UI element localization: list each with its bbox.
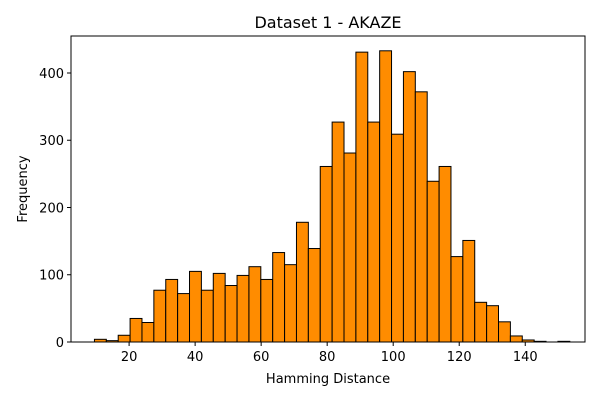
- y-tick-label: 0: [56, 336, 64, 351]
- x-tick-label: 60: [253, 350, 270, 365]
- y-ticks-group: 0 100 200 300 400: [39, 67, 71, 351]
- histogram-bar: [391, 133, 404, 343]
- histogram-bar: [319, 165, 333, 343]
- y-tick-label: 300: [39, 134, 64, 149]
- y-axis-label: Frequency: [16, 155, 31, 222]
- histogram-bar: [141, 322, 155, 343]
- histogram-bar: [189, 270, 202, 343]
- histogram-bar: [486, 305, 499, 343]
- y-tick-label: 100: [39, 269, 64, 284]
- histogram-bar: [117, 334, 131, 343]
- histogram-bar: [426, 180, 440, 343]
- x-tick-label: 20: [121, 350, 138, 365]
- histogram-bar: [414, 91, 428, 343]
- x-tick-label: 100: [381, 350, 406, 365]
- y-tick-label: 400: [39, 67, 64, 82]
- histogram-bar: [355, 51, 369, 343]
- y-tick-label: 200: [39, 201, 64, 216]
- histogram-bar: [367, 121, 381, 343]
- histogram-bar: [438, 165, 452, 343]
- chart-title: Dataset 1 - AKAZE: [254, 13, 401, 32]
- histogram-bar: [224, 285, 238, 343]
- histogram-bar: [402, 71, 416, 343]
- histogram-bar: [379, 50, 393, 343]
- x-tick-label: 40: [187, 350, 204, 365]
- histogram-bar: [450, 256, 464, 343]
- histogram-bar: [212, 272, 226, 343]
- histogram-bar: [260, 278, 274, 343]
- histogram-bar: [165, 278, 179, 343]
- histogram-bar: [284, 264, 297, 343]
- histogram-bar: [331, 121, 345, 343]
- x-tick-label: 120: [447, 350, 472, 365]
- histogram-bar: [474, 301, 488, 343]
- histogram-bar: [248, 266, 262, 343]
- histogram-bar: [177, 293, 191, 343]
- histogram-bar: [343, 152, 357, 343]
- histogram-bar: [153, 289, 167, 343]
- histogram-bar: [129, 317, 143, 343]
- histogram-bar: [462, 239, 476, 343]
- histogram-bar: [498, 321, 511, 343]
- histogram-bar: [295, 221, 309, 343]
- plot-frame: [70, 35, 586, 343]
- histogram-bar: [307, 248, 321, 343]
- bars-group: [93, 50, 571, 343]
- x-tick-label: 140: [513, 350, 538, 365]
- histogram-bar: [200, 289, 214, 343]
- histogram-bar: [236, 274, 250, 343]
- x-tick-label: 80: [319, 350, 336, 365]
- x-axis-label: Hamming Distance: [266, 372, 390, 387]
- histogram-bar: [272, 252, 286, 343]
- x-ticks-group: 20 40 60 80 100 120 140: [121, 342, 538, 365]
- histogram-bar: [509, 335, 523, 343]
